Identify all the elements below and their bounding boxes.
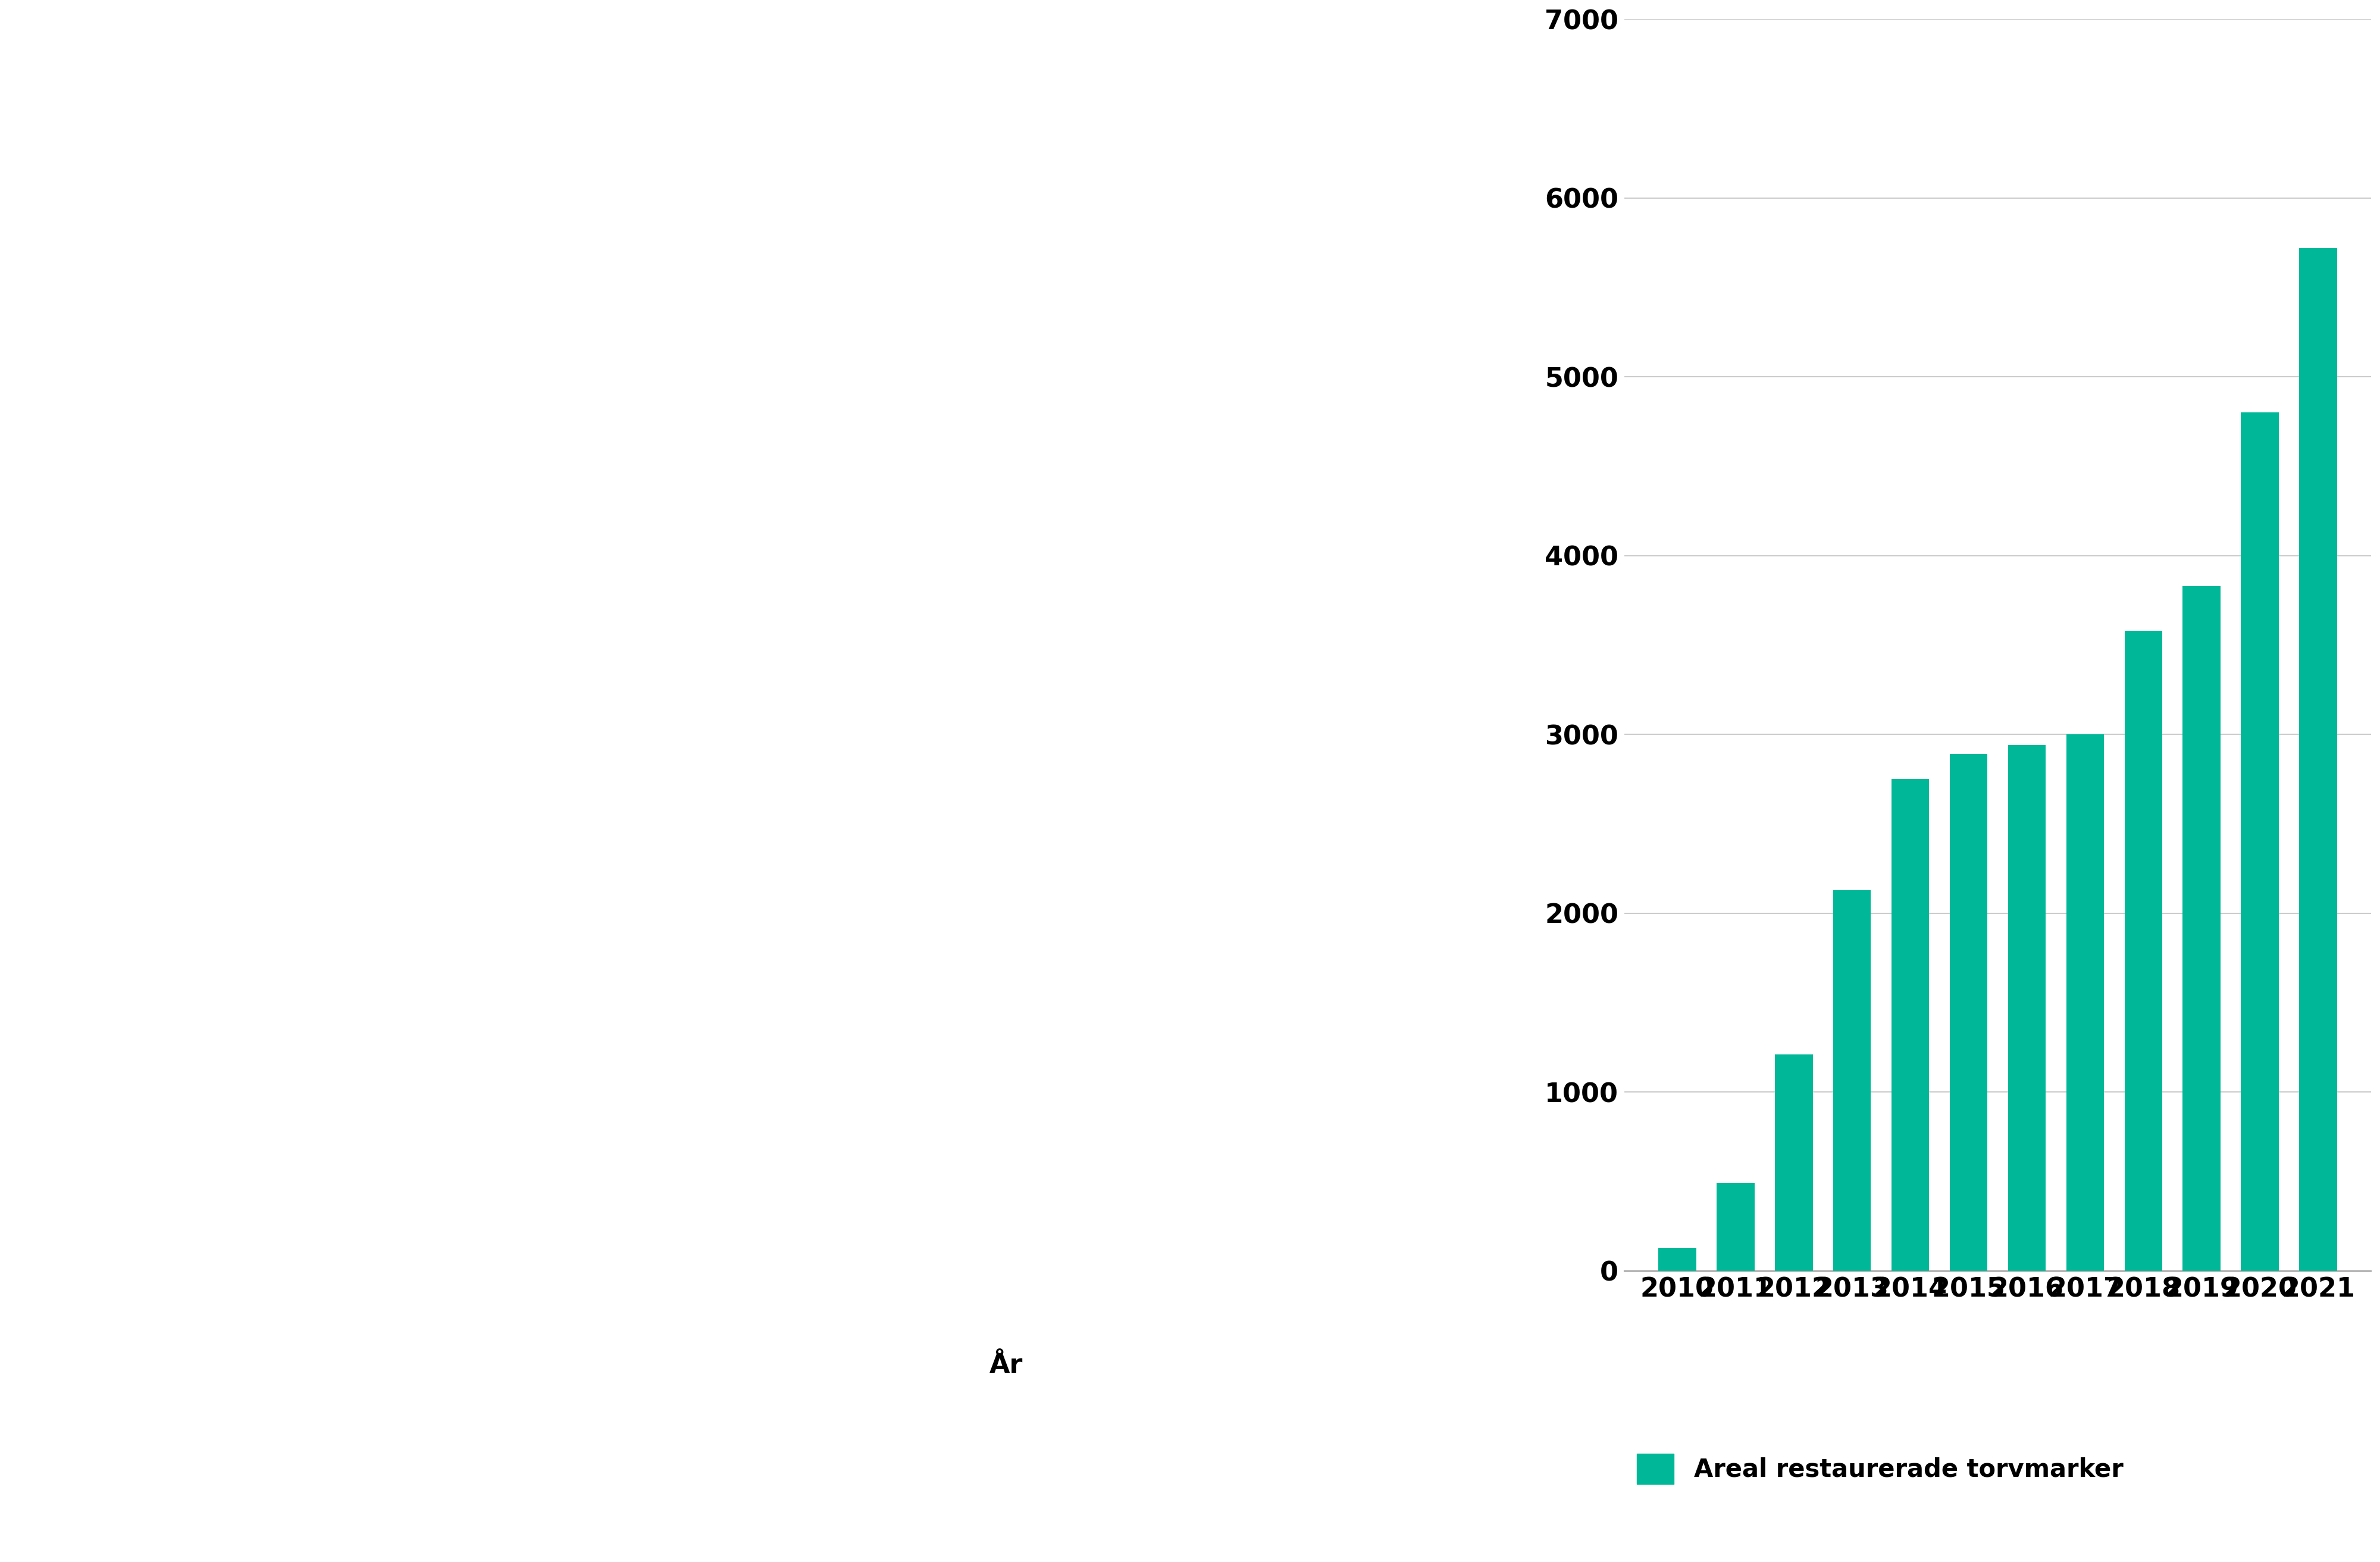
Bar: [2182, 586, 2221, 1271]
Text: År: År: [990, 1353, 1023, 1378]
Bar: [2125, 631, 2163, 1271]
Bar: [1833, 890, 1871, 1271]
Bar: [1716, 1184, 1754, 1271]
Bar: [2066, 734, 2104, 1271]
Bar: [1659, 1248, 1697, 1271]
Bar: [2299, 248, 2337, 1271]
Bar: [2242, 412, 2280, 1271]
Bar: [2009, 745, 2047, 1271]
Legend: Areal restaurerade torvmarker: Areal restaurerade torvmarker: [1637, 1454, 2123, 1484]
Bar: [1949, 754, 1987, 1271]
Bar: [1892, 779, 1930, 1271]
Bar: [1775, 1054, 1814, 1271]
